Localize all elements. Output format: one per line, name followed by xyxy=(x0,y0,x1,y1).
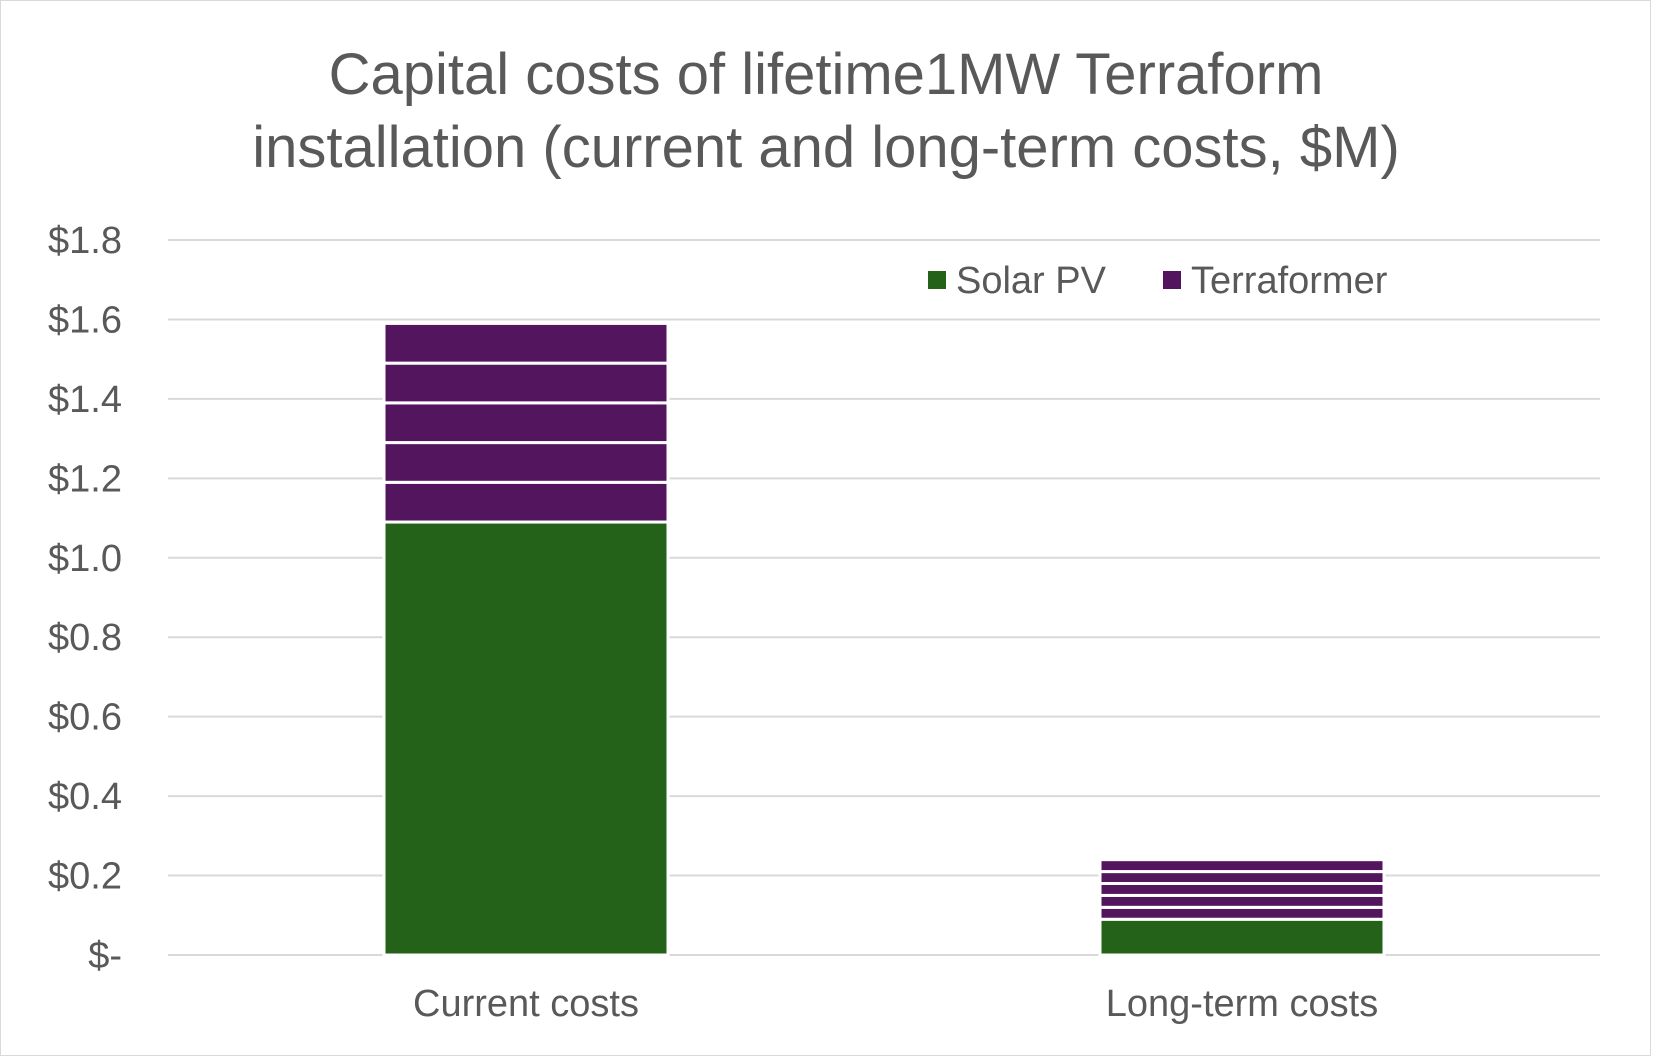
x-category-label: Long-term costs xyxy=(1106,983,1378,1025)
bar-terraformer-segment xyxy=(382,321,670,365)
y-tick-label: $0.4 xyxy=(48,776,122,818)
y-tick-label: $1.6 xyxy=(48,299,122,341)
bars xyxy=(382,321,1386,957)
bar-terraformer-segment xyxy=(1098,870,1386,885)
bar-terraformer-segment xyxy=(382,401,670,445)
bar-terraformer-segment xyxy=(1098,893,1386,909)
x-axis-categories: Current costs Long-term costs xyxy=(413,983,1378,1025)
chart-title: Capital costs of lifetime1MW Terraform i… xyxy=(252,42,1400,180)
legend-label: Terraformer xyxy=(1191,260,1388,302)
y-tick-label: $0.2 xyxy=(48,856,122,898)
bar-terraformer-segment xyxy=(382,441,670,484)
legend: Solar PV Terraformer xyxy=(928,260,1388,302)
y-tick-label: $1.0 xyxy=(48,538,122,580)
y-tick-label: $1.4 xyxy=(48,379,122,421)
bar-terraformer-segment xyxy=(1098,882,1386,897)
bar-terraformer-segment xyxy=(1098,858,1386,874)
bar-terraformer-segment xyxy=(382,480,670,524)
bar-terraformer-segment xyxy=(382,361,670,405)
x-category-label: Current costs xyxy=(413,983,639,1025)
bar-solar-pv-segment xyxy=(1098,917,1386,957)
y-tick-label: $1.8 xyxy=(48,220,122,262)
bar-solar-pv-segment xyxy=(382,520,670,957)
y-tick-label: $1.2 xyxy=(48,458,122,500)
legend-swatch xyxy=(928,271,946,289)
bar-terraformer-segment xyxy=(1098,905,1386,921)
legend-swatch xyxy=(1163,271,1181,289)
chart-title-line-2: installation (current and long-term cost… xyxy=(252,115,1400,180)
y-tick-label: $0.6 xyxy=(48,697,122,739)
y-tick-label: $0.8 xyxy=(48,617,122,659)
y-axis-ticks: $- $0.2 $0.4 $0.6 $0.8 $1.0 $1.2 $1.4 $1.6 $1.8 xyxy=(48,220,122,977)
chart-title-line-1: Capital costs of lifetime1MW Terraform xyxy=(329,42,1324,107)
legend-label: Solar PV xyxy=(956,260,1107,302)
y-tick-label: $- xyxy=(88,935,122,977)
